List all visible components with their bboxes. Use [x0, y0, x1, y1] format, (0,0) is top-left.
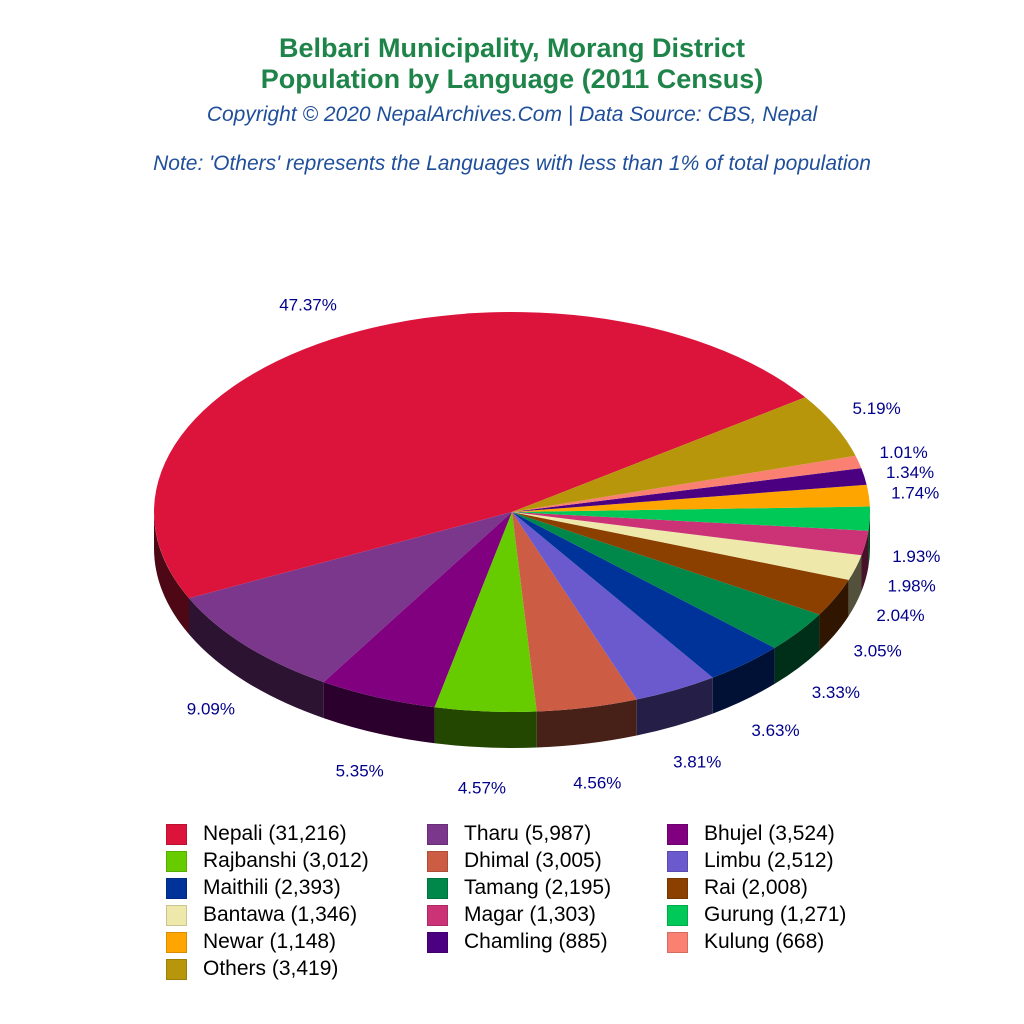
slice-maithili[interactable]	[512, 512, 775, 678]
chart-title-line1: Belbari Municipality, Morang District	[278, 33, 746, 63]
slice-nepali[interactable]	[154, 312, 806, 599]
slice-gurung[interactable]	[512, 506, 870, 531]
data-label-kulung: 1.01%	[880, 443, 928, 462]
data-label-chamling: 1.34%	[886, 463, 934, 482]
legend-label: Rai (2,008)	[704, 876, 808, 899]
data-label-rai: 3.05%	[854, 642, 902, 661]
legend-item-limbu: Limbu (2,512)	[667, 849, 834, 873]
legend-label: Gurung (1,271)	[704, 903, 847, 926]
slice-others[interactable]	[512, 397, 856, 512]
legend-item-bhujel: Bhujel (3,524)	[667, 822, 835, 846]
legend-swatch	[166, 958, 187, 980]
legend-swatch	[667, 931, 688, 953]
slice-rai[interactable]	[512, 512, 849, 615]
legend-swatch	[667, 877, 688, 899]
slice-limbu[interactable]	[512, 512, 713, 700]
data-label-maithili: 3.63%	[751, 721, 799, 740]
legend-swatch	[667, 850, 688, 872]
legend-label: Bantawa (1,346)	[203, 903, 358, 926]
slice-side-tamang	[774, 614, 820, 684]
slice-side-maithili	[712, 647, 775, 714]
legend-item-nepali: Nepali (31,216)	[166, 822, 347, 846]
slice-side-limbu	[636, 677, 713, 736]
slice-chamling[interactable]	[512, 468, 867, 512]
copyright-text: Copyright © 2020 NepalArchives.Com | Dat…	[206, 103, 818, 126]
slice-side-rajbanshi	[434, 707, 537, 748]
slice-tharu[interactable]	[189, 512, 512, 683]
legend-swatch	[166, 904, 187, 926]
legend-swatch	[166, 823, 187, 845]
data-label-limbu: 3.81%	[673, 752, 721, 771]
legend-item-bantawa: Bantawa (1,346)	[166, 903, 357, 927]
data-label-magar: 1.98%	[888, 576, 936, 595]
legend-item-tamang: Tamang (2,195)	[427, 876, 611, 900]
slice-side-magar	[861, 530, 869, 592]
legend-label: Tharu (5,987)	[464, 822, 592, 845]
data-label-tamang: 3.33%	[812, 683, 860, 702]
data-label-others: 5.19%	[853, 399, 901, 418]
data-label-bhujel: 5.35%	[336, 761, 384, 780]
data-label-bantawa: 2.04%	[876, 606, 924, 625]
legend-item-kulung: Kulung (668)	[667, 930, 824, 954]
legend-label: Nepali (31,216)	[203, 822, 347, 845]
legend-item-maithili: Maithili (2,393)	[166, 876, 341, 900]
legend-item-dhimal: Dhimal (3,005)	[427, 849, 602, 873]
legend-label: Maithili (2,393)	[203, 876, 341, 899]
legend-swatch	[667, 904, 688, 926]
legend-swatch	[427, 850, 448, 872]
legend-label: Kulung (668)	[704, 930, 825, 953]
legend-swatch	[427, 931, 448, 953]
slice-side-rai	[819, 579, 849, 651]
legend-item-others: Others (3,419)	[166, 957, 338, 981]
pie-chart: 47.37% 9.09% 5.35% 4.57% 4.56% 3.81% 3.63% 3.33…	[154, 296, 940, 797]
slice-rajbanshi[interactable]	[434, 512, 537, 712]
slice-bhujel[interactable]	[323, 512, 512, 708]
data-label-dhimal: 4.56%	[573, 774, 621, 793]
legend-label: Bhujel (3,524)	[704, 822, 835, 845]
slice-tamang[interactable]	[512, 512, 820, 648]
slice-side-nepali	[154, 512, 190, 635]
slice-newar[interactable]	[512, 484, 870, 512]
chart-title-line2: Population by Language (2011 Census)	[260, 64, 764, 94]
data-label-gurung: 1.93%	[892, 547, 940, 566]
data-label-tharu: 9.09%	[187, 699, 235, 718]
slice-side-gurung	[868, 512, 870, 567]
legend-item-tharu: Tharu (5,987)	[427, 822, 591, 846]
legend-item-gurung: Gurung (1,271)	[667, 903, 846, 927]
legend-swatch	[427, 823, 448, 845]
slice-magar[interactable]	[512, 512, 869, 556]
slice-dhimal[interactable]	[512, 512, 637, 712]
data-label-rajbanshi: 4.57%	[458, 778, 506, 797]
legend-label: Others (3,419)	[203, 957, 339, 980]
legend-label: Chamling (885)	[464, 930, 608, 953]
legend-item-chamling: Chamling (885)	[427, 930, 608, 954]
legend-swatch	[427, 877, 448, 899]
legend-swatch	[667, 823, 688, 845]
legend-label: Magar (1,303)	[464, 903, 596, 926]
legend-label: Tamang (2,195)	[464, 876, 612, 899]
slice-side-bhujel	[323, 682, 435, 744]
legend-swatch	[166, 877, 187, 899]
slice-side-tharu	[189, 598, 324, 719]
legend-label: Limbu (2,512)	[704, 849, 834, 872]
slice-side-dhimal	[536, 699, 637, 748]
legend-label: Rajbanshi (3,012)	[203, 849, 369, 872]
legend-label: Dhimal (3,005)	[464, 849, 602, 872]
legend-swatch	[427, 904, 448, 926]
slice-bantawa[interactable]	[512, 512, 862, 580]
legend-item-rajbanshi: Rajbanshi (3,012)	[166, 849, 369, 873]
slice-side-bantawa	[848, 555, 862, 616]
data-label-nepali: 47.37%	[279, 296, 337, 315]
slice-kulung[interactable]	[512, 455, 862, 512]
note-text: Note: 'Others' represents the Languages …	[153, 152, 871, 175]
legend-label: Newar (1,148)	[203, 930, 337, 953]
legend: Nepali (31,216) Tharu (5,987) Bhujel (3,52…	[0, 822, 1024, 1022]
legend-item-newar: Newar (1,148)	[166, 930, 336, 954]
data-label-newar: 1.74%	[891, 483, 939, 502]
legend-swatch	[166, 850, 187, 872]
legend-item-magar: Magar (1,303)	[427, 903, 596, 927]
legend-swatch	[166, 931, 187, 953]
legend-item-rai: Rai (2,008)	[667, 876, 808, 900]
